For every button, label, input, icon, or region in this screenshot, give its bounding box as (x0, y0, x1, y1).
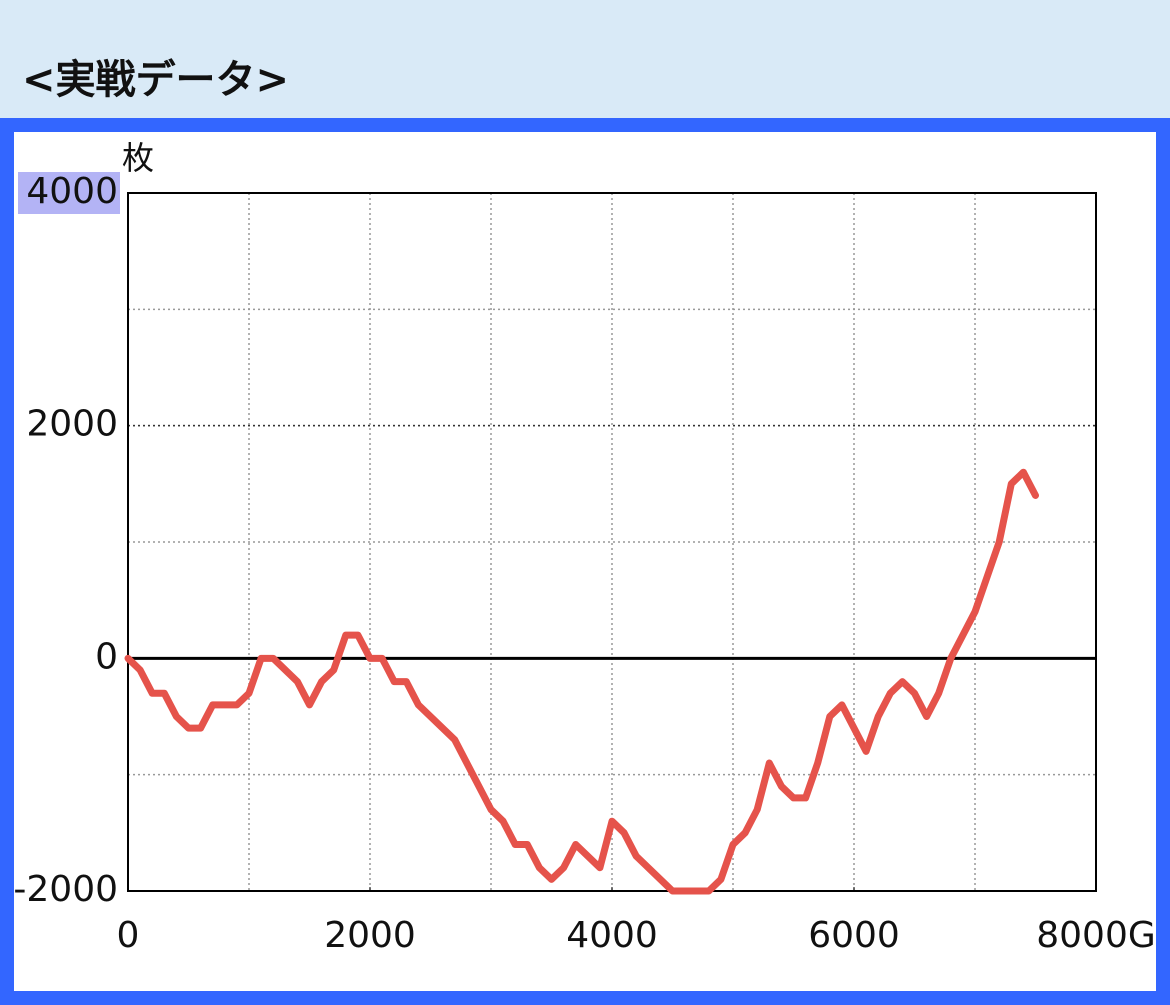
tick-highlight (18, 172, 120, 214)
y-tick-label: -2000 (13, 869, 118, 910)
y-tick-label: 4000 (26, 171, 118, 212)
plot-border (127, 192, 1097, 892)
x-tick-label: 2000 (324, 915, 416, 956)
chart: -2000 0 2000 4000 0 2000 4000 6000 8000G 枚 (13, 139, 1155, 956)
x-tick-label: 8000G (1036, 915, 1156, 956)
y-tick-label: 0 (95, 636, 118, 677)
section-title: <実戦データ> (22, 57, 289, 103)
x-tick-label: 4000 (566, 915, 658, 956)
y-unit: 枚 (122, 139, 154, 177)
y-tick-label: 2000 (26, 404, 118, 445)
x-tick-label: 0 (117, 915, 140, 956)
x-tick-label: 6000 (808, 915, 900, 956)
header-band (0, 0, 1170, 120)
data-line (124, 468, 1039, 895)
